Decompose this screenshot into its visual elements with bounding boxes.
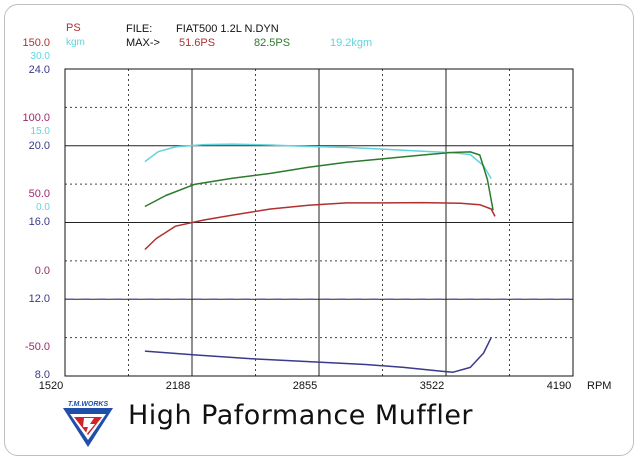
red-tick-100: 100.0: [22, 112, 50, 124]
navy-tick-12: 12.0: [29, 293, 50, 305]
series-line-cyan: [144, 143, 492, 179]
cyan-tick-0: 0.0: [36, 202, 50, 213]
plot-border: [64, 68, 574, 377]
navy-tick-8: 8.0: [35, 369, 50, 381]
tm-works-logo: T.M.WORKS: [63, 401, 113, 447]
x-axis-label: RPM: [587, 380, 611, 392]
grid-layer: [65, 69, 573, 376]
red-tick-neg50: -50.0: [25, 341, 50, 353]
cyan-tick-15: 15.0: [31, 126, 51, 137]
x-tick-1520: 1520: [39, 380, 63, 392]
max-kgm: 19.2kgm: [330, 37, 372, 49]
cyan-tick-30: 30.0: [31, 51, 51, 62]
red-tick-0: 0.0: [35, 265, 50, 277]
x-tick-2855: 2855: [293, 380, 317, 392]
file-name: FIAT500 1.2L N.DYN: [176, 23, 279, 35]
logo-text: T.M.WORKS: [68, 401, 109, 408]
file-label: FILE:: [126, 23, 152, 35]
x-tick-3522: 3522: [420, 380, 444, 392]
max-ps-green: 82.5PS: [254, 37, 290, 49]
max-ps-red: 51.6PS: [179, 37, 215, 49]
series-line-navy: [144, 337, 492, 373]
max-label: MAX->: [126, 37, 160, 49]
red-tick-150: 150.0: [22, 37, 50, 49]
unit-ps-label: PS: [66, 22, 81, 34]
navy-tick-20: 20.0: [29, 140, 50, 152]
navy-tick-24: 24.0: [29, 64, 50, 76]
red-tick-50: 50.0: [29, 188, 50, 200]
series-line-red: [144, 201, 496, 251]
navy-tick-16: 16.0: [29, 216, 50, 228]
x-tick-4190: 4190: [547, 380, 571, 392]
series-line-green: [144, 151, 494, 211]
footer-title: High Paformance Muffler: [128, 400, 474, 431]
chart-frame: [4, 4, 634, 456]
unit-kgm-label: kgm: [66, 37, 85, 48]
series-layer: [144, 143, 496, 373]
x-tick-2188: 2188: [166, 380, 190, 392]
